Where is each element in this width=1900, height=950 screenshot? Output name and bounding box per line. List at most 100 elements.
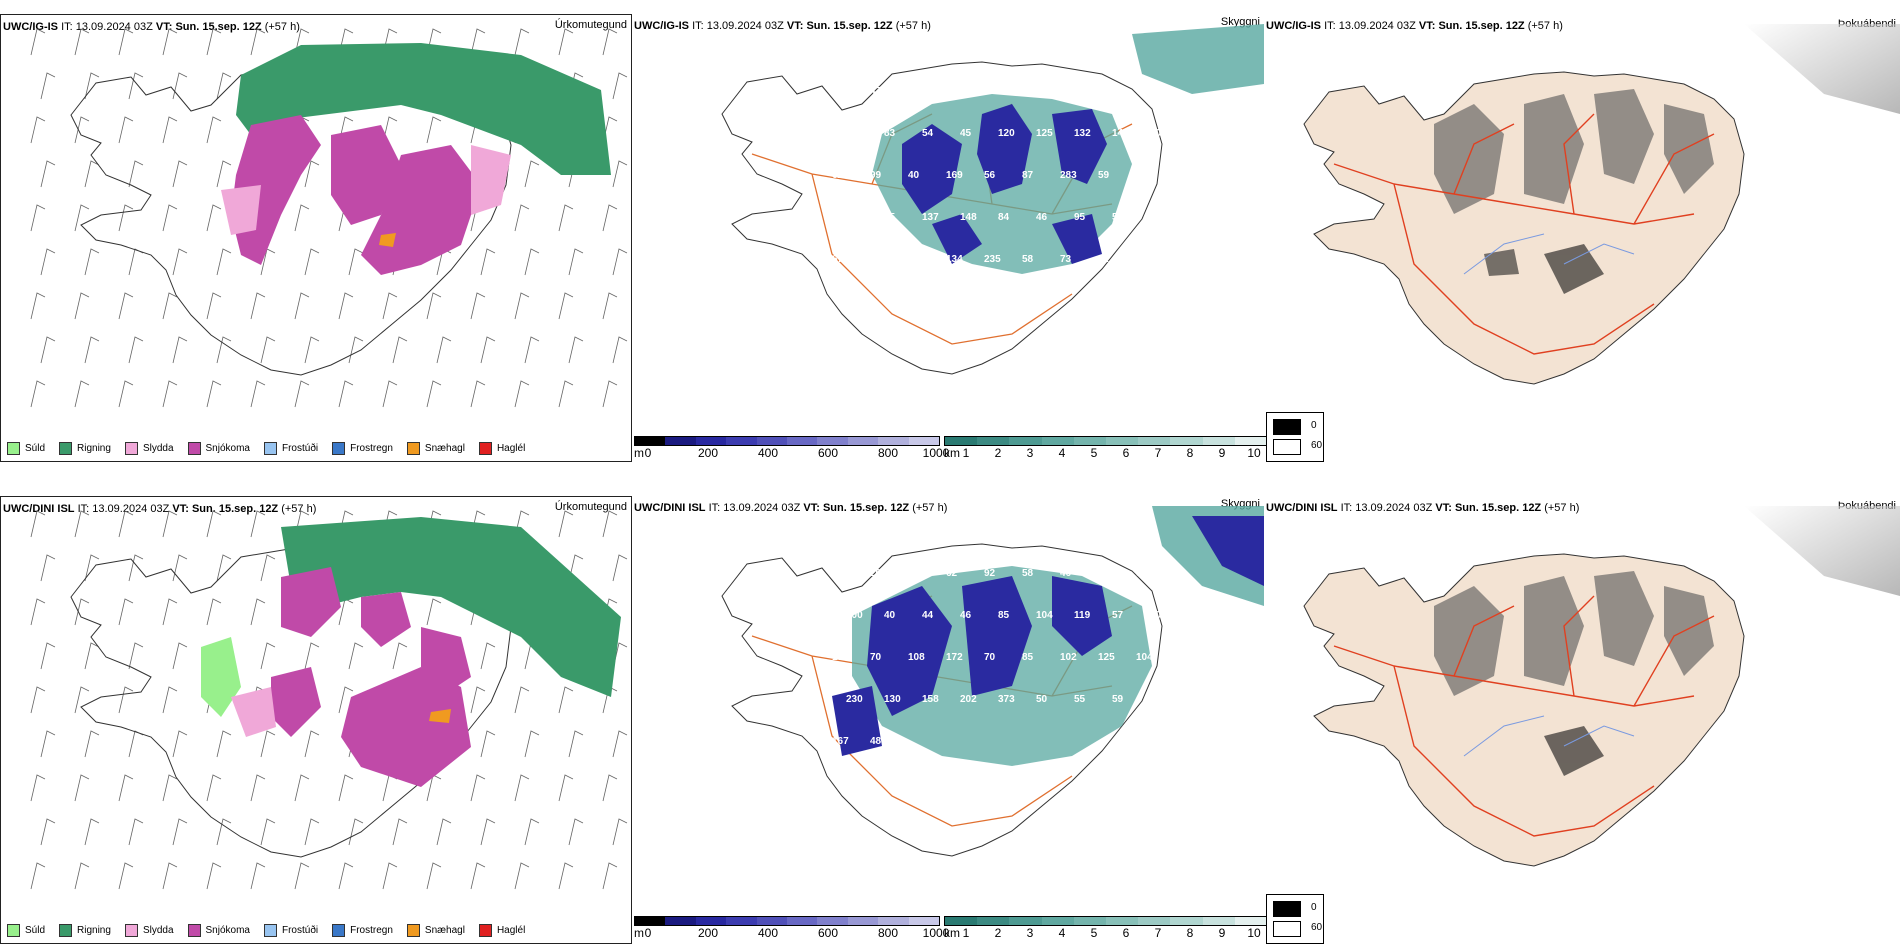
tick-label: 2 — [994, 446, 1002, 460]
wind-barb — [118, 774, 134, 802]
wind-barb — [128, 818, 144, 846]
wind-barb — [40, 642, 56, 670]
wind-barb — [74, 510, 90, 538]
wind-barb — [612, 72, 628, 100]
tick-label: 3 — [1026, 446, 1034, 460]
wind-barb — [30, 204, 46, 232]
precip-areas — [221, 43, 611, 275]
wind-barb — [480, 818, 496, 846]
cloud-base-value: 40 — [884, 610, 896, 621]
wind-barb — [30, 28, 46, 56]
cloud-base-value: 52 — [984, 86, 996, 97]
wind-barb — [162, 292, 178, 320]
wind-barb — [514, 774, 530, 802]
tick-label: 5 — [1090, 926, 1098, 940]
legend-swatch — [59, 924, 73, 937]
tick-label: 3 — [1026, 926, 1034, 940]
cloud-base-value: 54 — [922, 128, 934, 139]
wind-barb — [206, 510, 222, 538]
cloud-base-value: 56 — [984, 170, 996, 181]
wind-barb — [392, 642, 408, 670]
tick-label: 1000 — [922, 926, 950, 940]
wind-barb — [118, 292, 134, 320]
cloud-base-value: 66 — [1098, 86, 1110, 97]
legend-item: Haglél — [478, 924, 525, 937]
cloud-base-value: 87 — [1022, 170, 1034, 181]
wind-barb — [250, 292, 266, 320]
precip-panel-top: UWC/IG-IS IT: 13.09.2024 03Z VT: Sun. 15… — [0, 14, 632, 462]
panel-product-title: Úrkomutegund — [554, 501, 627, 513]
fog-sea-area — [1744, 24, 1900, 114]
wind-barb — [40, 160, 56, 188]
wind-barb — [382, 774, 398, 802]
cloud-base-value: 147 — [832, 86, 849, 97]
wind-barb — [470, 862, 486, 890]
cloud-base-value: 70 — [1136, 86, 1148, 97]
wind-barb — [338, 292, 354, 320]
cloudbase-unit: m — [634, 926, 644, 940]
wind-barb — [480, 248, 496, 276]
legend-swatch — [478, 924, 492, 937]
cloud-base-value: 46 — [1036, 212, 1048, 223]
wind-barb — [74, 28, 90, 56]
wind-barb — [216, 336, 232, 364]
panel-title: UWC/IG-IS IT: 13.09.2024 03Z VT: Sun. 15… — [634, 20, 931, 32]
wind-barb — [338, 862, 354, 890]
cloud-base-value: 104 — [1136, 652, 1153, 663]
wind-barb — [612, 336, 628, 364]
tick-label: 7 — [1154, 446, 1162, 460]
cloud-base-value: 108 — [908, 652, 925, 663]
wind-barb — [216, 72, 232, 100]
wind-barb — [84, 72, 100, 100]
wind-barb — [558, 686, 574, 714]
wind-barb — [524, 336, 540, 364]
wind-barb — [84, 818, 100, 846]
wind-barb — [40, 554, 56, 582]
wind-barb — [470, 28, 486, 56]
wind-barb — [74, 116, 90, 144]
wind-barb — [118, 380, 134, 408]
tick-label: 200 — [697, 926, 719, 940]
wind-barb — [602, 28, 618, 56]
legend-item: Haglél — [478, 442, 525, 455]
wind-barb — [74, 686, 90, 714]
cloud-base-value: 98 — [1098, 568, 1110, 579]
wind-barb — [40, 72, 56, 100]
visibility-unit: km — [944, 926, 960, 940]
cloud-map: 191 208 56 62 92 58 46 98 58 100 40 44 46 85 104 119 57 1… — [721, 506, 1264, 857]
wind-barb — [250, 598, 266, 626]
legend-swatch — [406, 442, 420, 455]
wind-barb — [426, 862, 442, 890]
legend-swatch — [187, 442, 201, 455]
wind-barb — [30, 598, 46, 626]
wind-barb — [602, 380, 618, 408]
wind-barb — [84, 642, 100, 670]
wind-barb — [162, 774, 178, 802]
cloud-base-value: 75 — [1136, 170, 1148, 181]
cloud-base-value: 175 — [832, 652, 849, 663]
wind-barb — [558, 862, 574, 890]
wind-barb — [128, 72, 144, 100]
fog-swatch-white — [1273, 439, 1301, 455]
wind-barb — [118, 204, 134, 232]
cloud-base-value: 64 — [846, 212, 858, 223]
wind-barb — [118, 116, 134, 144]
cloud-base-value: 62 — [832, 170, 844, 181]
cloud-base-value: 82 — [846, 128, 858, 139]
wind-barb — [216, 160, 232, 188]
wind-barb — [172, 730, 188, 758]
visibility-colorbar — [944, 916, 1268, 926]
tick-label: 400 — [757, 446, 779, 460]
panel-product-title: Úrkomutegund — [554, 19, 627, 31]
wind-barb — [74, 292, 90, 320]
cloud-base-value: 17 — [846, 296, 858, 307]
wind-barb — [304, 818, 320, 846]
tick-label: 9 — [1218, 446, 1226, 460]
wind-barb — [470, 774, 486, 802]
wind-barb — [348, 336, 364, 364]
cloud-base-labels: 147 476 124 76 52 59 57 66 70 82 83 54 45 120 125 132 14… — [832, 86, 1167, 307]
tick-label: 0 — [644, 446, 652, 460]
wind-barb — [216, 730, 232, 758]
tick-label: 6 — [1122, 926, 1130, 940]
wind-barb — [74, 598, 90, 626]
